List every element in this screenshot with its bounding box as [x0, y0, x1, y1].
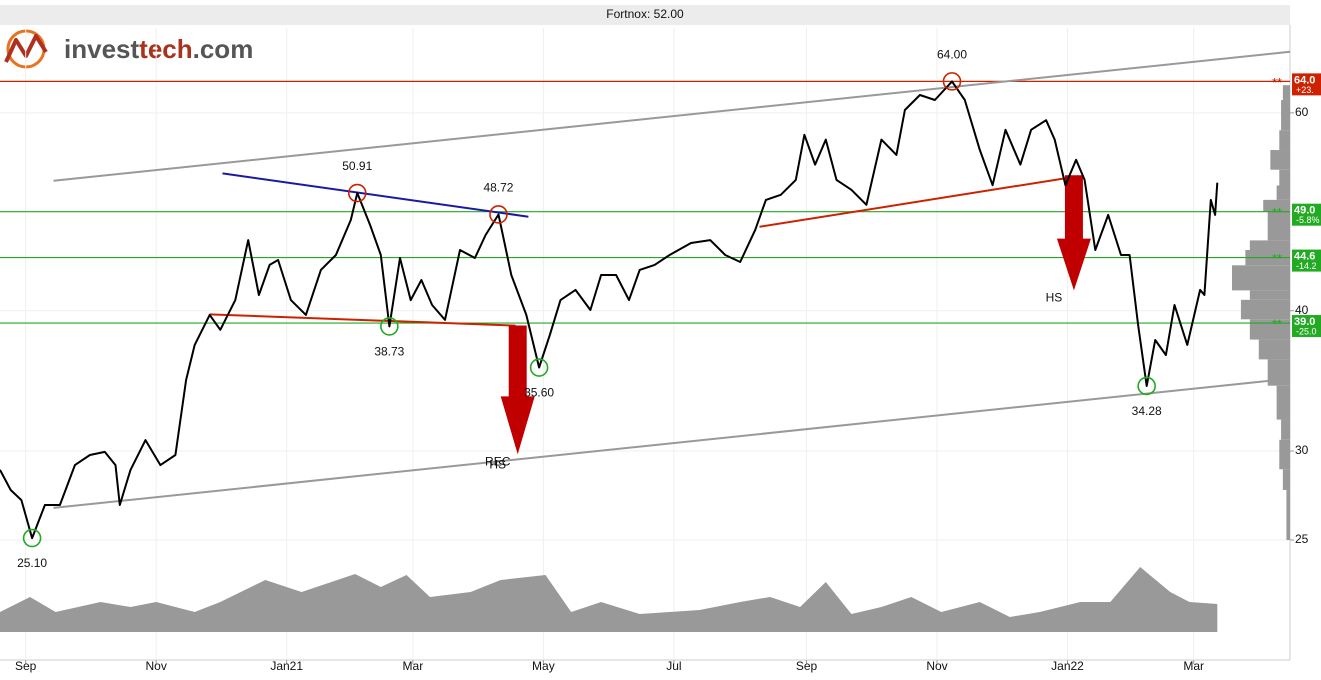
price-distribution-bar [1282, 85, 1290, 101]
level-box [1292, 249, 1321, 272]
price-distribution-bar [1249, 240, 1290, 250]
price-distribution-bar [1263, 199, 1290, 212]
price-distribution-bar [1258, 339, 1290, 360]
price-distribution-bar [1286, 489, 1290, 540]
target-arrow [1056, 175, 1091, 291]
price-distribution-bar [1270, 150, 1290, 170]
chart-title: Fortnox: 52.00 [606, 7, 684, 21]
extreme-marker [22, 528, 42, 548]
extreme-marker [529, 358, 549, 377]
price-distribution-bar [1232, 265, 1290, 291]
x-tick-label: Jan21 [270, 659, 303, 673]
level-label: 44.6 [1294, 250, 1315, 262]
arrow-label: HS [1046, 291, 1063, 305]
y-tick-label: 30 [1295, 443, 1309, 457]
level-box [1292, 73, 1321, 96]
price-distribution-bar [1249, 290, 1290, 300]
level-label: 49.0 [1294, 205, 1315, 217]
level-box [1292, 203, 1321, 226]
trend-line [53, 50, 1291, 182]
arrow-label: REC [485, 454, 511, 468]
level-change: -5.8% [1296, 215, 1320, 225]
x-tick-label: Mar [1183, 659, 1204, 673]
price-line [0, 80, 1219, 540]
x-tick-label: Nov [926, 659, 947, 673]
price-distribution-bar [1249, 319, 1290, 340]
level-marker: ** [1272, 205, 1282, 220]
price-distribution-bar [1267, 211, 1290, 241]
price-distribution-bar [1276, 185, 1290, 200]
extreme-label: 48.72 [483, 181, 513, 195]
logo: investtech.com [4, 29, 253, 69]
logo-part: invest [64, 34, 139, 64]
extreme-label: 25.10 [17, 556, 47, 570]
trend-line [222, 172, 529, 218]
price-distribution-bar [1281, 100, 1290, 131]
x-tick-label: Jul [666, 659, 681, 673]
price-distribution-bar [1279, 130, 1290, 151]
level-change: -14.2 [1296, 261, 1317, 271]
extreme-label: 50.91 [342, 159, 372, 173]
level-label: 64.0 [1294, 74, 1315, 86]
x-tick-label: May [532, 659, 555, 673]
price-distribution-bar [1282, 469, 1290, 490]
extreme-marker [347, 183, 367, 203]
target-arrow [500, 325, 535, 455]
extreme-marker [1137, 376, 1156, 396]
x-tick-label: Sep [15, 659, 37, 673]
level-label: 39.0 [1294, 316, 1315, 328]
x-tick-label: Jan22 [1051, 659, 1084, 673]
volume-area [0, 567, 1218, 632]
y-tick-label: 40 [1295, 303, 1309, 317]
extreme-marker [942, 72, 962, 91]
price-distribution-bar [1276, 385, 1290, 420]
extreme-label: 64.00 [937, 48, 967, 62]
extreme-label: 35.60 [524, 386, 554, 400]
price-distribution-bar [1281, 419, 1290, 440]
arrow-label: HS [489, 457, 506, 471]
logo-part: tech [139, 34, 192, 64]
price-distribution-bar [1279, 439, 1290, 470]
logo-part: .com [193, 34, 254, 64]
price-distribution-bar [1279, 169, 1290, 186]
level-change: -25.0 [1296, 326, 1317, 336]
level-change: +23. [1296, 85, 1314, 95]
grid [0, 28, 1290, 660]
extreme-marker [380, 317, 399, 336]
x-tick-label: Mar [403, 659, 424, 673]
level-box [1292, 315, 1321, 338]
price-distribution-bar [1267, 359, 1290, 386]
y-tick-label: 25 [1295, 532, 1309, 546]
level-marker: ** [1272, 75, 1282, 90]
trend-line [759, 175, 1079, 228]
level-marker: ** [1272, 316, 1282, 331]
title-bar [0, 5, 1290, 25]
y-tick-label: 60 [1295, 105, 1309, 119]
logo-text: investtech.com [64, 34, 253, 64]
x-tick-label: Nov [145, 659, 166, 673]
extreme-marker [489, 205, 508, 224]
extreme-label: 38.73 [374, 345, 404, 359]
level-marker: ** [1272, 251, 1282, 266]
x-tick-label: Sep [796, 659, 818, 673]
trend-line [53, 377, 1291, 509]
extreme-label: 34.28 [1132, 404, 1162, 418]
price-distribution-bar [1240, 299, 1290, 320]
trend-line [209, 313, 516, 327]
